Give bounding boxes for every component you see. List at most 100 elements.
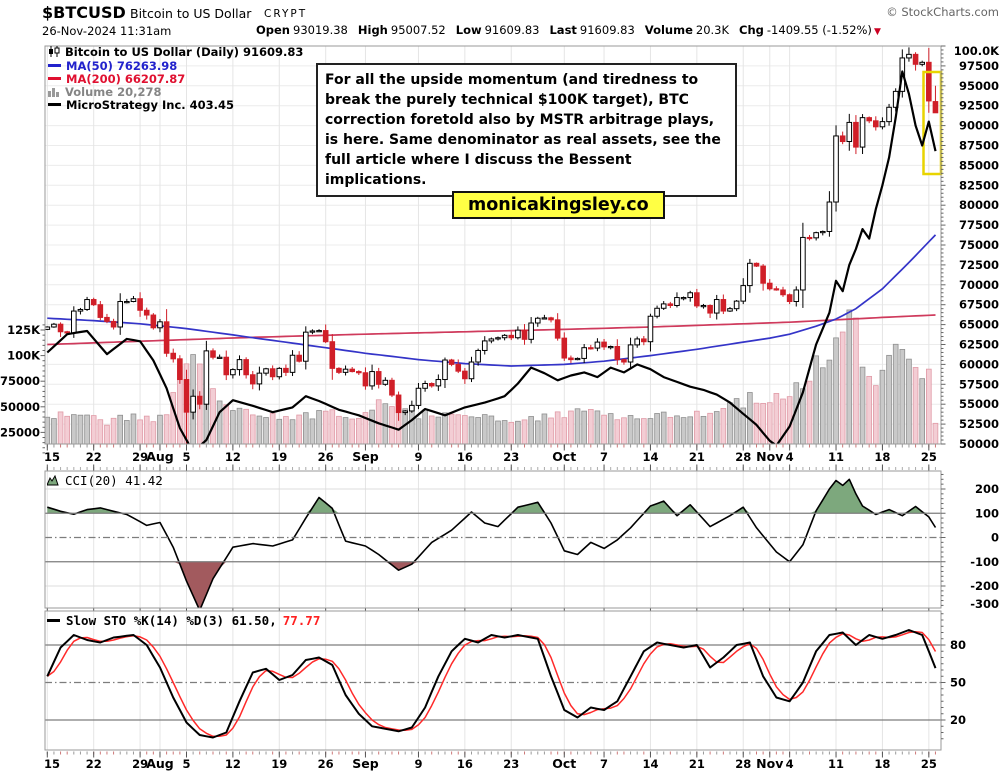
- svg-text:23: 23: [503, 450, 519, 464]
- legend-volume: Volume 20,278: [48, 85, 161, 99]
- sto-d-line: [46, 630, 937, 738]
- legend-mstr: MicroStrategy Inc. 403.45: [48, 98, 234, 112]
- svg-text:Aug: Aug: [146, 449, 174, 464]
- svg-text:52500: 52500: [959, 417, 999, 431]
- svg-text:18: 18: [874, 450, 890, 464]
- quote-datetime: 26-Nov-2024 11:31am: [42, 24, 172, 38]
- svg-text:75000: 75000: [0, 374, 40, 388]
- svg-text:97500: 97500: [959, 59, 999, 73]
- down-triangle-icon: ▼: [873, 27, 881, 37]
- svg-text:70000: 70000: [959, 278, 999, 292]
- svg-text:92500: 92500: [959, 99, 999, 113]
- svg-text:15: 15: [44, 757, 60, 771]
- mstr-line-icon: [48, 103, 61, 106]
- quote-item: Last 91609.83: [549, 23, 635, 37]
- candlestick-icon: [49, 46, 60, 57]
- svg-text:55000: 55000: [959, 397, 999, 411]
- cci-legend: CCI(20) 41.42: [47, 473, 163, 488]
- ma200-line: [47, 314, 936, 346]
- svg-text:67500: 67500: [959, 298, 999, 312]
- sto-line-icon: [47, 619, 60, 622]
- svg-text:11: 11: [828, 757, 844, 771]
- svg-text:4: 4: [786, 450, 794, 464]
- svg-text:16: 16: [457, 757, 473, 771]
- legend-main: Bitcoin to US Dollar (Daily) 91609.83: [48, 45, 303, 59]
- svg-text:25000: 25000: [0, 425, 40, 439]
- svg-text:23: 23: [503, 757, 519, 771]
- svg-text:80000: 80000: [959, 198, 999, 212]
- svg-text:65000: 65000: [959, 318, 999, 332]
- svg-text:62500: 62500: [959, 338, 999, 352]
- mstr-line: [46, 70, 937, 444]
- svg-text:75000: 75000: [959, 238, 999, 252]
- svg-text:22: 22: [86, 757, 102, 771]
- cci-area-icon: [47, 475, 59, 486]
- svg-text:5: 5: [182, 450, 190, 464]
- svg-text:Aug: Aug: [146, 756, 174, 771]
- svg-text:125K: 125K: [7, 323, 41, 337]
- svg-text:28: 28: [735, 757, 751, 771]
- volume-bars: [45, 309, 939, 444]
- exchange-label: CRYPT: [264, 8, 308, 20]
- annotation-box: For all the upside momentum (and tiredne…: [316, 63, 737, 197]
- svg-text:50000: 50000: [0, 400, 40, 414]
- svg-text:80: 80: [950, 638, 966, 652]
- svg-text:7: 7: [600, 450, 608, 464]
- quote-change: Chg -1409.55 (-1.52%) ▼: [739, 23, 881, 37]
- svg-text:Oct: Oct: [552, 449, 576, 464]
- svg-text:Nov: Nov: [756, 449, 783, 464]
- svg-text:72500: 72500: [959, 258, 999, 272]
- svg-text:100K: 100K: [7, 349, 41, 363]
- svg-text:100: 100: [975, 506, 999, 520]
- svg-text:60000: 60000: [959, 357, 999, 371]
- svg-text:12: 12: [225, 450, 241, 464]
- sto-k-line: [46, 629, 937, 739]
- svg-text:5: 5: [182, 757, 190, 771]
- svg-text:7: 7: [600, 757, 608, 771]
- svg-text:82500: 82500: [959, 178, 999, 192]
- svg-text:Oct: Oct: [552, 756, 576, 771]
- symbol: $BTCUSD: [42, 3, 126, 22]
- svg-text:-100: -100: [970, 555, 999, 569]
- svg-text:-300: -300: [970, 597, 999, 611]
- svg-text:95000: 95000: [959, 79, 999, 93]
- svg-text:16: 16: [457, 450, 473, 464]
- svg-text:26: 26: [318, 450, 334, 464]
- ma200-line-icon: [48, 77, 61, 80]
- svg-text:21: 21: [689, 450, 705, 464]
- volume-bars-icon: [48, 87, 59, 97]
- svg-text:Sep: Sep: [352, 449, 378, 464]
- watermark-site-box: monicakingsley.co: [452, 191, 665, 219]
- legend-ma50: MA(50) 76263.98: [48, 59, 177, 73]
- svg-text:19: 19: [271, 757, 287, 771]
- svg-text:9: 9: [414, 450, 422, 464]
- ma50-line: [47, 234, 937, 367]
- legend-ma200: MA(200) 66207.87: [48, 72, 185, 86]
- svg-text:200: 200: [975, 482, 999, 496]
- quote-item: High 95007.52: [357, 23, 446, 37]
- svg-text:19: 19: [271, 450, 287, 464]
- svg-text:57500: 57500: [959, 377, 999, 391]
- svg-text:29: 29: [132, 757, 148, 771]
- svg-text:50000: 50000: [959, 437, 999, 451]
- svg-text:14: 14: [642, 757, 658, 771]
- svg-text:77500: 77500: [959, 218, 999, 232]
- svg-text:90000: 90000: [959, 119, 999, 133]
- symbol-name: Bitcoin to US Dollar: [130, 6, 252, 21]
- svg-text:15: 15: [44, 450, 60, 464]
- svg-text:12: 12: [225, 757, 241, 771]
- svg-text:11: 11: [828, 450, 844, 464]
- svg-text:28: 28: [735, 450, 751, 464]
- svg-text:Nov: Nov: [756, 756, 783, 771]
- svg-text:21: 21: [689, 757, 705, 771]
- quote-item: Low 91609.83: [455, 23, 540, 37]
- svg-text:100.0K: 100.0K: [954, 44, 1000, 58]
- svg-text:25: 25: [921, 450, 937, 464]
- svg-text:25: 25: [921, 757, 937, 771]
- quote-item: Open 93019.38: [256, 23, 348, 37]
- svg-text:29: 29: [132, 450, 148, 464]
- svg-text:Sep: Sep: [352, 756, 378, 771]
- svg-text:20: 20: [950, 713, 966, 727]
- quote-row: Open 93019.38 High 95007.52 Low 91609.83 Last 9…: [256, 23, 881, 37]
